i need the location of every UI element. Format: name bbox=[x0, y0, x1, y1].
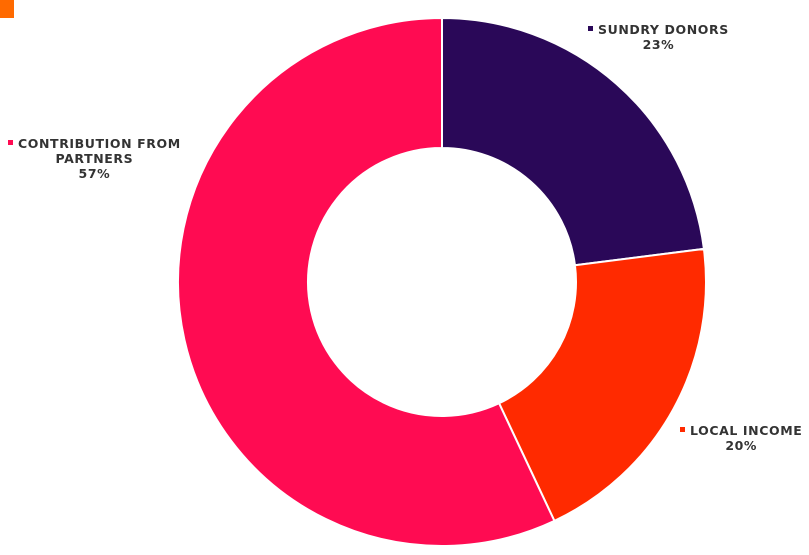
legend-bullet-sundry-donors bbox=[588, 26, 593, 31]
slices-group bbox=[177, 16, 707, 547]
slice-sundry-donors bbox=[441, 16, 706, 267]
slice-name-sundry-donors: SUNDRY DONORS bbox=[598, 22, 729, 37]
slice-percent-sundry-donors: 23% bbox=[642, 37, 675, 52]
slice-local-income bbox=[497, 247, 707, 523]
corner-mark bbox=[0, 0, 14, 18]
slice-percent-local-income: 20% bbox=[725, 438, 758, 453]
legend-bullet-contribution-from-partners bbox=[8, 140, 13, 145]
slice-name-contribution-from-partners-line2: PARTNERS bbox=[55, 151, 134, 166]
slice-label-local-income: LOCAL INCOME 20% bbox=[680, 423, 802, 453]
legend-bullet-local-income bbox=[680, 427, 685, 432]
slice-name-contribution-from-partners-line1: CONTRIBUTION FROM bbox=[18, 136, 181, 151]
slice-label-sundry-donors: SUNDRY DONORS 23% bbox=[588, 22, 729, 52]
slice-contribution-from-partners bbox=[177, 16, 556, 547]
slice-name-local-income: LOCAL INCOME bbox=[690, 423, 803, 438]
slice-percent-contribution-from-partners: 57% bbox=[78, 166, 111, 181]
slice-label-contribution-from-partners: CONTRIBUTION FROM PARTNERS 57% bbox=[8, 136, 181, 181]
